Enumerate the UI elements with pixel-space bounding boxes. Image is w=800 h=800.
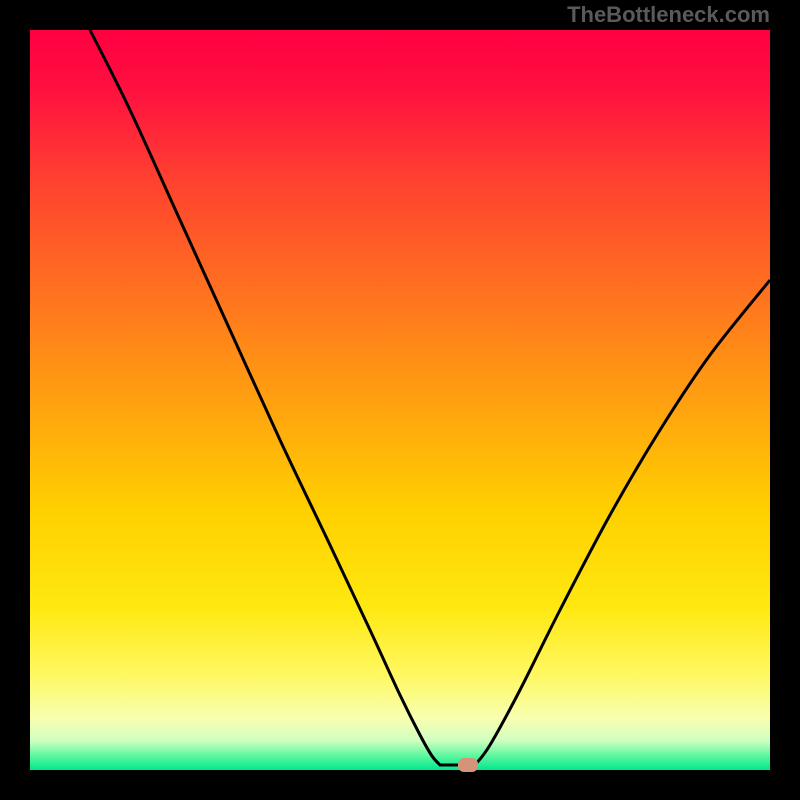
plot-background bbox=[30, 30, 770, 770]
chart-canvas: TheBottleneck.com bbox=[0, 0, 800, 800]
watermark-text: TheBottleneck.com bbox=[567, 2, 770, 28]
optimal-point-marker bbox=[458, 758, 478, 772]
bottleneck-chart-svg bbox=[0, 0, 800, 800]
